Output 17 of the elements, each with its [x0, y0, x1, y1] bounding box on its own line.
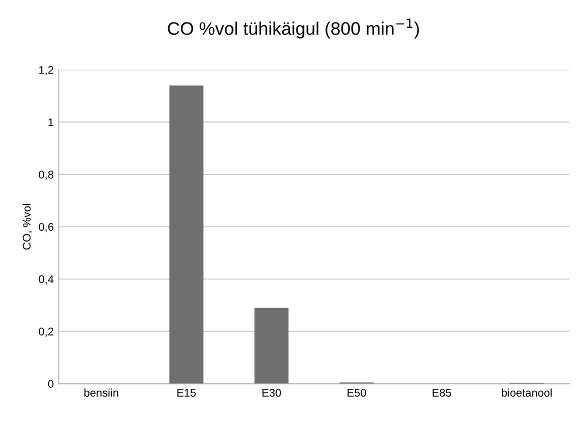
y-tick-label: 0,2 [38, 328, 54, 337]
x-tick-label: bensiin [84, 388, 118, 397]
x-tick-label: E85 [432, 388, 452, 397]
x-tick-label: E15 [177, 388, 196, 397]
chart-title: CO %vol tühikäigul (800 min$^{−1}$) [168, 18, 419, 39]
y-axis-title: CO, %vol [22, 204, 32, 250]
y-tick-label: 0 [48, 380, 54, 388]
y-tick-label: 1,2 [39, 66, 54, 76]
x-tick-label: E30 [262, 388, 281, 397]
y-tick-label: 1 [48, 118, 54, 126]
bar [169, 85, 204, 384]
x-tick-label: bioetanool [502, 388, 552, 397]
bar [254, 308, 289, 384]
y-tick-label: 0,6 [38, 222, 54, 232]
y-tick-label: 0,8 [38, 170, 54, 180]
x-tick-label: E50 [348, 388, 366, 397]
y-tick-label: 0,4 [38, 275, 54, 284]
